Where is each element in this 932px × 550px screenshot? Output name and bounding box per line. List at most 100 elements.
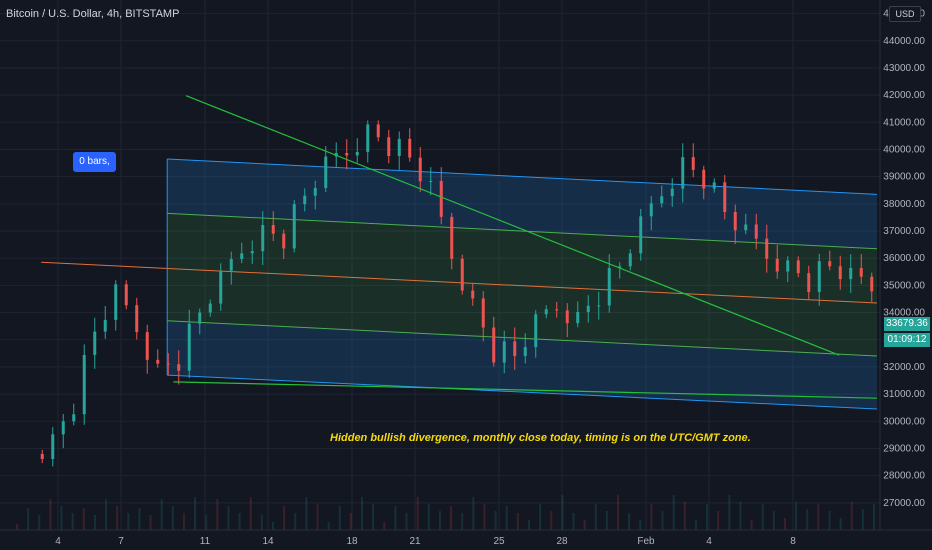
volume-bar <box>850 502 853 530</box>
candle <box>534 314 538 348</box>
volume-bar <box>450 506 453 530</box>
time-tick-label: 21 <box>409 536 421 547</box>
candle <box>670 188 674 197</box>
volume-bar <box>338 506 341 530</box>
candle <box>387 137 391 157</box>
volume-bar <box>628 513 631 530</box>
candle <box>271 225 275 234</box>
volume-bar <box>227 506 230 530</box>
price-tick-label: 41000.00 <box>883 117 925 128</box>
symbol-title[interactable]: Bitcoin / U.S. Dollar, 4h, BITSTAMP <box>6 8 180 20</box>
volume-bar <box>583 520 586 530</box>
volume-bar <box>249 497 252 530</box>
candle <box>649 203 653 217</box>
volume-bar <box>683 502 686 530</box>
price-tick-label: 44000.00 <box>883 36 925 47</box>
volume-bar <box>394 506 397 530</box>
candle <box>597 305 601 307</box>
candle <box>765 238 769 259</box>
trendline <box>173 381 878 399</box>
candle <box>639 216 643 254</box>
price-tick-label: 31000.00 <box>883 389 925 400</box>
candle <box>282 233 286 249</box>
price-tick-label: 43000.00 <box>883 63 925 74</box>
candle <box>754 224 758 239</box>
volume-bar <box>283 506 286 530</box>
price-tick-label: 29000.00 <box>883 443 925 454</box>
time-tick-label: 4 <box>55 536 61 547</box>
candle <box>775 258 779 272</box>
volume-bar <box>71 513 74 530</box>
price-tick-label: 42000.00 <box>883 90 925 101</box>
bars-badge: 0 bars, <box>73 152 116 172</box>
volume-bar <box>27 508 30 530</box>
volume-bar <box>182 513 185 530</box>
candle <box>345 153 349 156</box>
price-tick-label: 36000.00 <box>883 253 925 264</box>
volume-bar <box>405 513 408 530</box>
volume-bar <box>82 508 85 530</box>
volume-bar <box>761 504 764 530</box>
currency-label[interactable]: USD <box>889 6 921 22</box>
time-tick-label: 28 <box>556 536 568 547</box>
time-tick-label: 14 <box>262 536 274 547</box>
volume-bar <box>49 499 52 530</box>
candle <box>219 270 223 304</box>
time-tick-label: 4 <box>706 536 712 547</box>
candle <box>712 182 716 189</box>
volume-bar <box>539 504 542 530</box>
candle <box>544 309 548 315</box>
candle <box>660 196 664 204</box>
channel-upper-inner-line <box>167 212 878 250</box>
candle <box>786 260 790 272</box>
volume-bar <box>38 515 41 530</box>
channel-upper-line <box>167 158 878 195</box>
candle <box>240 253 244 260</box>
volume-bar <box>527 520 530 530</box>
channel-median-line <box>41 261 878 304</box>
volume-bar <box>494 511 497 530</box>
channel-band-lower <box>167 320 877 410</box>
candle <box>250 251 254 254</box>
volume-bar <box>271 522 274 530</box>
channel-lower-inner-line <box>167 320 878 357</box>
candle <box>135 305 139 333</box>
candle <box>586 305 590 313</box>
volume-bar <box>873 504 876 530</box>
candle <box>565 310 569 324</box>
candle <box>429 181 433 183</box>
candle <box>618 266 622 268</box>
candle <box>702 169 706 189</box>
time-tick-label: Feb <box>637 536 655 547</box>
candle <box>303 195 307 205</box>
volume-bar <box>472 497 475 530</box>
volume-bar <box>572 513 575 530</box>
volume-bar <box>639 520 642 530</box>
candle <box>82 354 86 415</box>
candle <box>607 267 611 306</box>
volume-bar <box>138 508 141 530</box>
volume-bar <box>772 511 775 530</box>
candle <box>744 224 748 231</box>
price-tick-label: 39000.00 <box>883 172 925 183</box>
candle <box>471 290 475 299</box>
channel-band-upper <box>167 159 877 249</box>
candle <box>124 284 128 306</box>
candle <box>40 453 44 460</box>
price-tick-label: 28000.00 <box>883 471 925 482</box>
candle <box>114 284 118 320</box>
volume-bar <box>427 504 430 530</box>
candle <box>229 259 233 271</box>
price-tick-label: 32000.00 <box>883 362 925 373</box>
price-tick-label: 34000.00 <box>883 308 925 319</box>
volume-bar <box>305 497 308 530</box>
volume-bar <box>160 499 163 530</box>
volume-bar <box>127 513 130 530</box>
price-tick-label: 40000.00 <box>883 144 925 155</box>
volume-bar <box>817 504 820 530</box>
volume-bar <box>16 524 18 530</box>
volume-bar <box>116 506 119 530</box>
candle <box>450 216 454 259</box>
